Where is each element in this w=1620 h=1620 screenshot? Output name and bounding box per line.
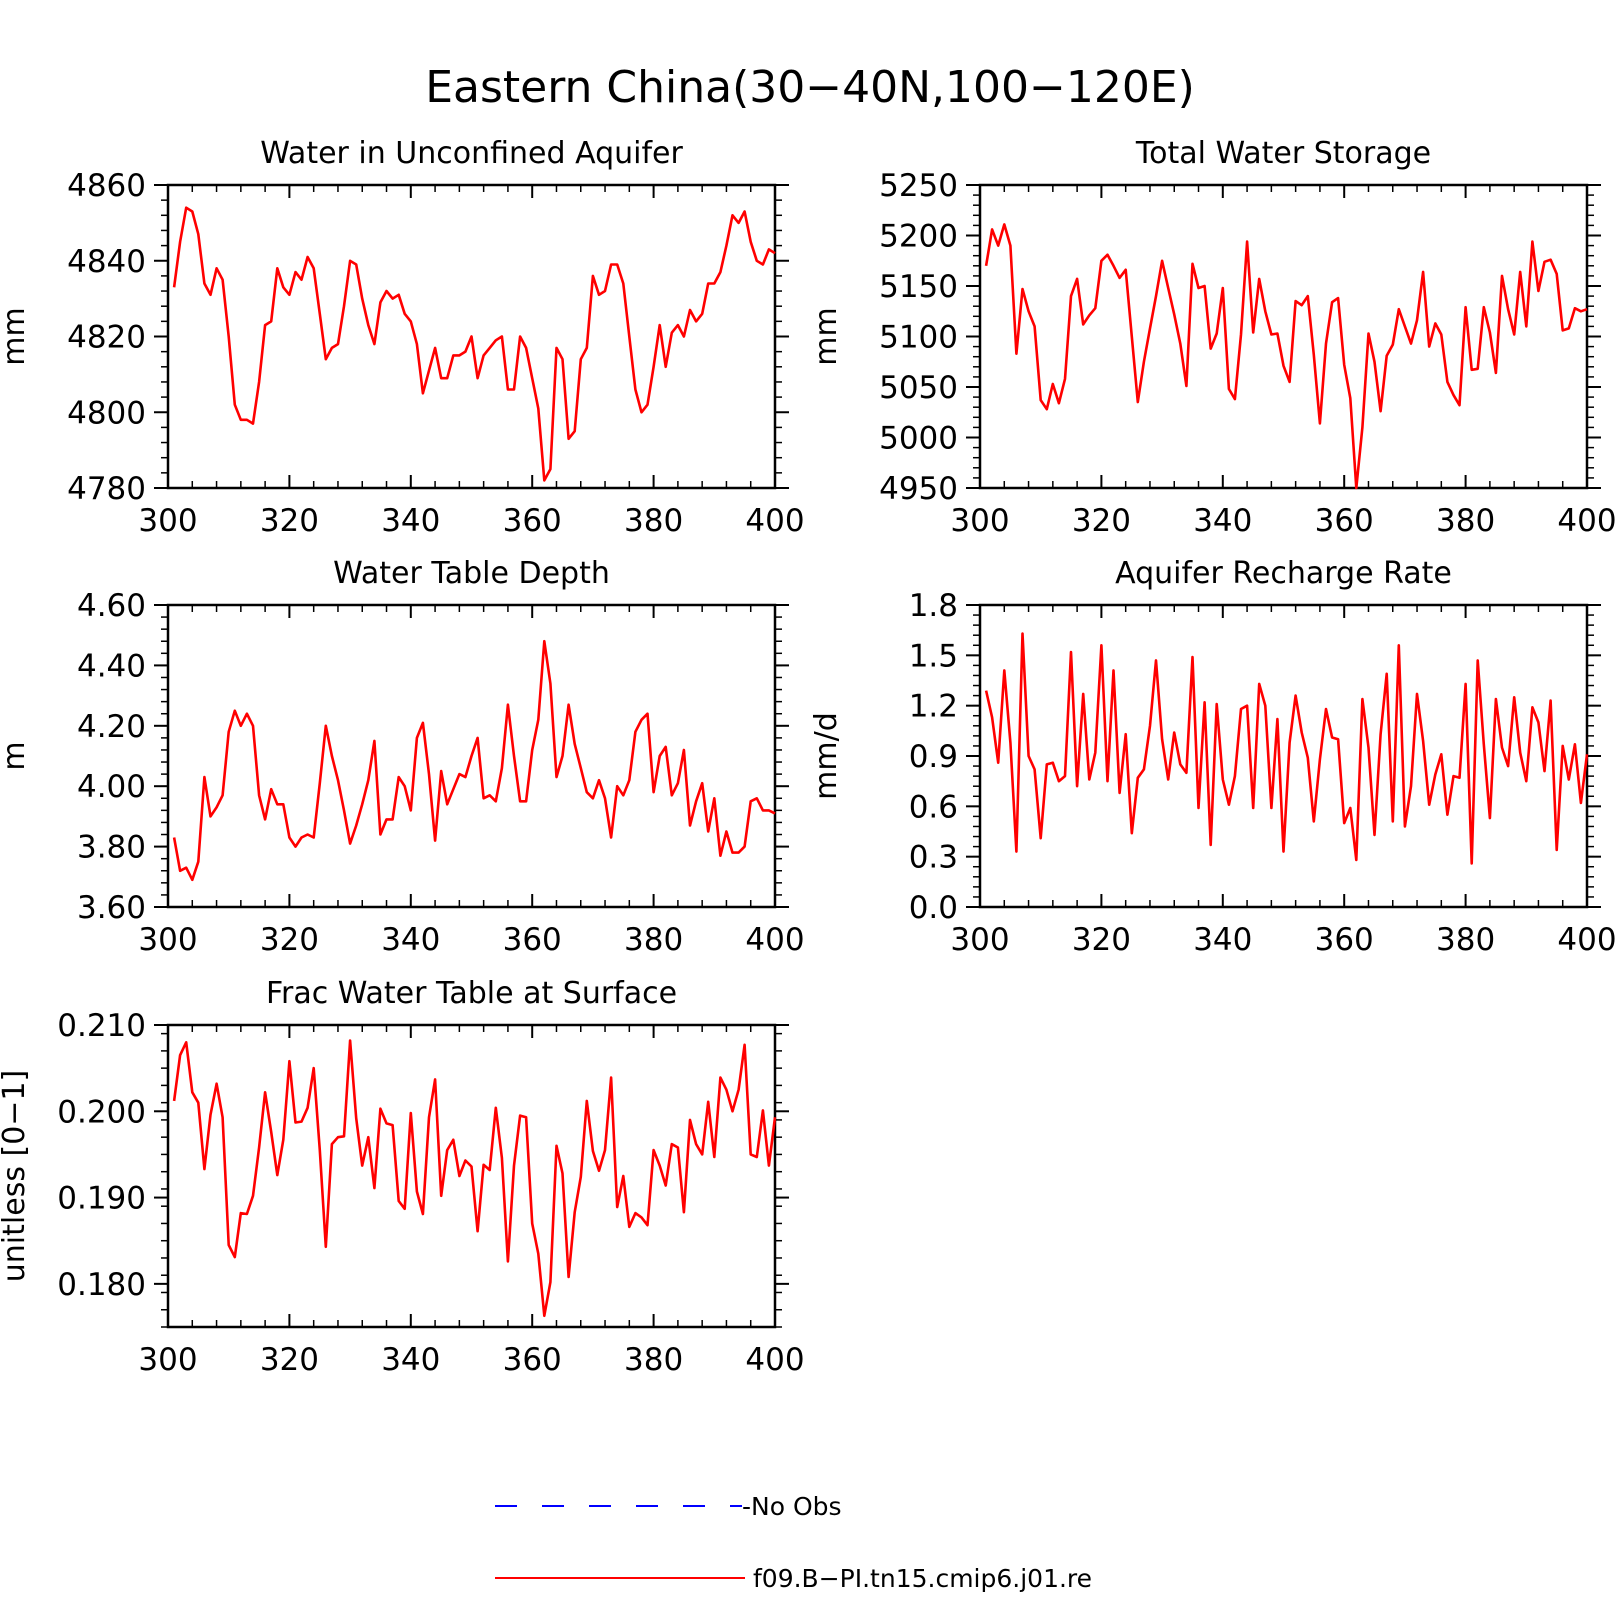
- y-tick-label: 5050: [879, 370, 958, 406]
- y-tick-label: 4950: [879, 471, 958, 507]
- y-tick-label: 4840: [67, 244, 146, 280]
- y-tick-label: 4780: [67, 471, 146, 507]
- y-axis-label: mm/d: [809, 712, 844, 800]
- x-tick-label: 380: [624, 503, 683, 539]
- y-tick-label: 3.60: [77, 890, 146, 926]
- series-line: [172, 206, 776, 482]
- y-tick-label: 0.9: [909, 739, 958, 775]
- x-tick-label: 340: [381, 503, 440, 539]
- x-tick-label: 400: [745, 503, 804, 539]
- y-tick-label: 0.210: [57, 1008, 146, 1044]
- y-tick-label: 1.2: [909, 689, 958, 725]
- series-line: [172, 639, 776, 882]
- x-tick-label: 400: [1557, 503, 1616, 539]
- y-axis-label: unitless [0−1]: [0, 1070, 32, 1282]
- y-tick-label: 3.80: [77, 830, 146, 866]
- x-tick-label: 320: [1072, 503, 1131, 539]
- x-tick-label: 400: [1557, 922, 1616, 958]
- x-tick-label: 360: [1315, 922, 1374, 958]
- x-tick-label: 320: [1072, 922, 1131, 958]
- x-tick-label: 380: [624, 1342, 683, 1378]
- x-tick-label: 340: [1193, 922, 1252, 958]
- y-tick-label: 0.190: [57, 1181, 146, 1217]
- y-tick-label: 5000: [879, 421, 958, 457]
- plot-frame: [978, 183, 1589, 490]
- panel-total-water-storage: Total Water Storage 300 320 340 360 380 400 495…: [809, 136, 1617, 539]
- x-tick-label: 400: [745, 922, 804, 958]
- y-tick-label: 0.0: [909, 890, 958, 926]
- x-tick-label: 400: [745, 1342, 804, 1378]
- panel-water-in-unconfined-aquifer: Water in Unconfined Aquifer 300 320 340 360 3…: [0, 136, 805, 539]
- x-tick-label: 340: [381, 1342, 440, 1378]
- plot-frame: [978, 603, 1589, 909]
- legend-obs-label: -No Obs: [742, 1492, 842, 1521]
- y-axis-label: m: [0, 741, 32, 770]
- y-tick-label: 1.5: [909, 638, 958, 674]
- panel-title: Total Water Storage: [1135, 136, 1431, 171]
- y-axis-label: mm: [0, 307, 32, 365]
- x-tick-label: 360: [1315, 503, 1374, 539]
- x-tick-label: 360: [503, 1342, 562, 1378]
- y-tick-label: 5100: [879, 320, 958, 356]
- x-tick-label: 300: [138, 503, 197, 539]
- panel-title: Aquifer Recharge Rate: [1115, 556, 1452, 591]
- x-tick-label: 340: [1193, 503, 1252, 539]
- x-tick-label: 300: [950, 922, 1009, 958]
- panel-aquifer-recharge-rate: Aquifer Recharge Rate 300 320 340 360 380 400 0…: [809, 556, 1617, 958]
- figure-title: Eastern China(30−40N,100−120E): [425, 62, 1195, 113]
- x-tick-label: 380: [1436, 503, 1495, 539]
- x-tick-label: 360: [503, 503, 562, 539]
- y-tick-label: 0.6: [909, 789, 958, 825]
- y-tick-label: 1.8: [909, 588, 958, 624]
- legend-model-label: f09.B−PI.tn15.cmip6.j01.re: [753, 1564, 1092, 1593]
- x-tick-label: 380: [624, 922, 683, 958]
- y-tick-label: 5250: [879, 168, 958, 204]
- x-tick-label: 320: [260, 922, 319, 958]
- y-tick-label: 4.60: [77, 588, 146, 624]
- x-tick-label: 320: [260, 1342, 319, 1378]
- y-tick-label: 4.00: [77, 769, 146, 805]
- x-tick-label: 300: [138, 1342, 197, 1378]
- y-tick-label: 4820: [67, 320, 146, 356]
- panel-title: Water in Unconfined Aquifer: [260, 136, 683, 171]
- y-tick-label: 4860: [67, 168, 146, 204]
- y-tick-label: 0.200: [57, 1094, 146, 1130]
- x-tick-label: 340: [381, 922, 440, 958]
- legend: -No Obs f09.B−PI.tn15.cmip6.j01.re: [495, 1492, 1092, 1593]
- x-tick-label: 300: [138, 922, 197, 958]
- panel-water-table-depth: Water Table Depth 300 320 340 360 380 400 3.60 3…: [0, 556, 805, 958]
- y-axis-label: mm: [809, 307, 844, 365]
- plot-frame: [166, 1023, 777, 1329]
- plot-frame: [166, 603, 777, 909]
- series-line: [172, 1039, 777, 1318]
- y-tick-label: 0.180: [57, 1267, 146, 1303]
- y-tick-label: 0.3: [909, 840, 958, 876]
- x-tick-label: 320: [260, 503, 319, 539]
- y-tick-label: 5200: [879, 219, 958, 255]
- y-tick-label: 4.20: [77, 709, 146, 745]
- series-line: [984, 223, 1588, 490]
- y-tick-label: 5150: [879, 269, 958, 305]
- x-tick-label: 380: [1436, 922, 1495, 958]
- series-line: [984, 632, 1589, 865]
- panel-title: Water Table Depth: [333, 556, 610, 591]
- x-tick-label: 300: [950, 503, 1009, 539]
- x-tick-label: 360: [503, 922, 562, 958]
- panel-title: Frac Water Table at Surface: [266, 976, 677, 1011]
- y-tick-label: 4.40: [77, 648, 146, 684]
- panel-frac-water-table-at-surface: Frac Water Table at Surface 300 320 340 360 3…: [0, 976, 805, 1378]
- y-tick-label: 4800: [67, 395, 146, 431]
